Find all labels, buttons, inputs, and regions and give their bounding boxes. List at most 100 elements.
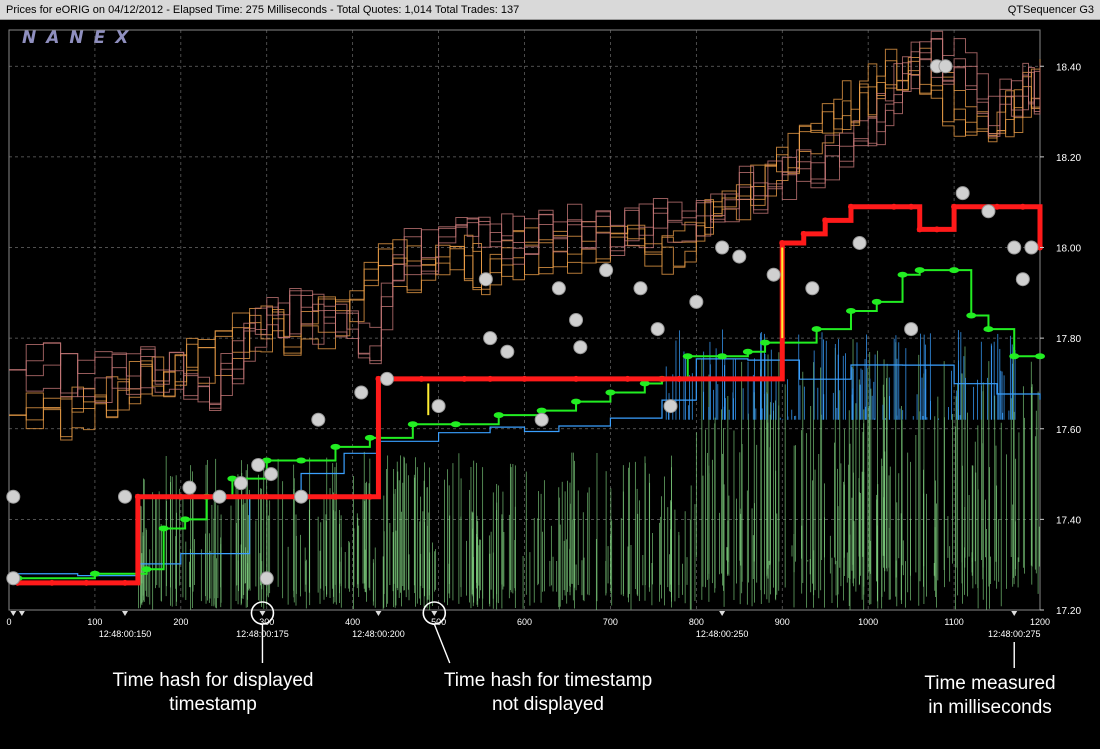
quote-marker (6, 489, 21, 504)
quote-marker (573, 340, 588, 355)
bid-point (871, 298, 882, 305)
trade-point (994, 203, 1001, 210)
time-label: 12:48:00:150 (99, 629, 152, 639)
quote-marker (1024, 240, 1039, 255)
bid-point (605, 389, 616, 396)
bid-point (364, 434, 375, 441)
quote-marker (732, 249, 747, 264)
time-hash-mark (18, 611, 25, 616)
y-tick-label: 17.20 (1056, 606, 1081, 617)
bid-point (536, 407, 547, 414)
annotation-text: Time hash for timestamp (444, 670, 652, 691)
trade-point (263, 493, 270, 500)
bid-point (760, 339, 771, 346)
quote-marker (500, 344, 515, 359)
x-tick-label: 1000 (858, 617, 878, 627)
trade-point (658, 375, 665, 382)
time-hash-mark (719, 611, 726, 616)
bid-point (966, 312, 977, 319)
y-tick-label: 17.60 (1056, 425, 1081, 436)
bid-point (897, 271, 908, 278)
bid-point (1035, 353, 1045, 360)
series-ask-line (9, 57, 1041, 421)
bid-point (682, 353, 693, 360)
time-hash-mark (259, 611, 266, 616)
x-tick-label: 800 (689, 617, 704, 627)
series-ask-line (9, 47, 1041, 438)
bid-point (949, 267, 960, 274)
app-name: QTSequencer G3 (1007, 4, 1094, 16)
bid-point (742, 348, 753, 355)
annotation-text: in milliseconds (928, 697, 1052, 718)
bid-point (1009, 353, 1020, 360)
quote-marker (766, 267, 781, 282)
bid-point (296, 457, 307, 464)
y-tick-label: 17.40 (1056, 515, 1081, 526)
bid-point (571, 398, 582, 405)
x-tick-label: 600 (517, 617, 532, 627)
trade-point (624, 375, 631, 382)
series-quote-blue-line (9, 358, 1041, 577)
time-label: 12:48:00:200 (352, 629, 405, 639)
quote-marker (182, 480, 197, 495)
time-label: 12:48:00:275 (988, 629, 1041, 639)
bid-point (180, 516, 191, 523)
quote-marker (852, 235, 867, 250)
x-tick-label: 300 (259, 617, 274, 627)
trade-point (332, 493, 339, 500)
time-hash-mark (121, 611, 128, 616)
trade-point (461, 375, 468, 382)
time-hash-mark (375, 611, 382, 616)
quote-marker (354, 385, 369, 400)
trade-point (521, 375, 528, 382)
trade-point (933, 226, 940, 233)
x-tick-label: 500 (431, 617, 446, 627)
bid-point (450, 421, 461, 428)
trade-point (847, 203, 854, 210)
quote-marker (264, 467, 279, 482)
series-layer (9, 30, 1045, 586)
y-tick-label: 18.00 (1056, 244, 1081, 255)
time-hash-mark (1011, 611, 1018, 616)
bid-point (407, 421, 418, 428)
nanex-logo: NANEX (22, 28, 138, 48)
y-tick-label: 18.40 (1056, 62, 1081, 73)
trade-point (890, 203, 897, 210)
quote-marker (380, 371, 395, 386)
annotation-text: Time hash for displayed (112, 670, 313, 691)
bid-point (141, 566, 152, 573)
quote-marker (689, 294, 704, 309)
trade-point (48, 579, 55, 586)
annotation-text: not displayed (492, 694, 604, 715)
bid-point (330, 443, 341, 450)
quote-marker (534, 412, 549, 427)
trade-point (951, 203, 958, 210)
x-tick-label: 700 (603, 617, 618, 627)
x-tick-label: 400 (345, 617, 360, 627)
bid-point (493, 412, 504, 419)
chart-window-title: Prices for eORIG on 04/12/2012 - Elapsed… (6, 4, 520, 16)
quote-marker (955, 186, 970, 201)
x-tick-label: 1200 (1030, 617, 1050, 627)
quote-marker (431, 399, 446, 414)
trade-point (916, 226, 923, 233)
quote-marker (805, 281, 820, 296)
quote-marker (212, 489, 227, 504)
quote-marker (599, 263, 614, 278)
quote-marker (478, 272, 493, 287)
trade-point (177, 493, 184, 500)
quote-marker (233, 476, 248, 491)
x-tick-label: 200 (173, 617, 188, 627)
marker-layer (6, 59, 1039, 586)
time-hash-mark (431, 611, 438, 616)
annotation-text: Time measured (924, 673, 1055, 694)
quote-marker (311, 412, 326, 427)
quote-marker (715, 240, 730, 255)
bid-point (158, 525, 169, 532)
bid-point (89, 570, 100, 577)
y-tick-label: 17.80 (1056, 334, 1081, 345)
price-chart: NANEX 17.20 17.40 17.60 17.80 18.00 18.20 18.4… (0, 20, 1100, 749)
trade-point (366, 493, 373, 500)
bid-point (639, 380, 650, 387)
time-label: 12:48:00:250 (696, 629, 749, 639)
